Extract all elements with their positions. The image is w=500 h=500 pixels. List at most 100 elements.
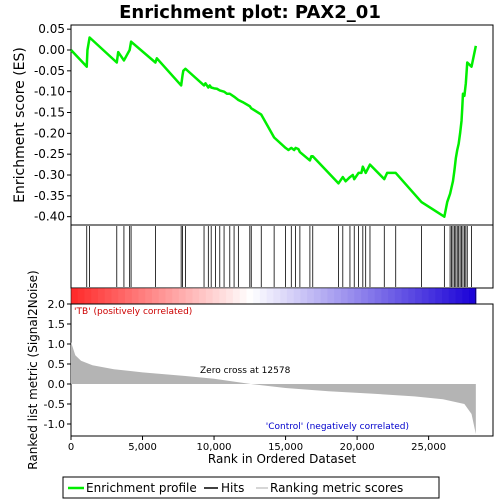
color-bar-segment [313, 288, 322, 304]
x-tick-label: 25,000 [411, 442, 446, 453]
chart-title: Enrichment plot: PAX2_01 [119, 2, 381, 23]
metric-y-tick-label: -1.0 [44, 418, 65, 431]
color-bar-segment [327, 288, 335, 304]
color-bar-segment [239, 288, 247, 304]
color-bar-segment [448, 288, 457, 304]
color-bar-segment [259, 288, 268, 304]
color-bar-segment [192, 288, 200, 304]
color-bar-segment [388, 288, 396, 304]
color-bar-segment [172, 288, 180, 304]
metric-y-tick-label: 2.0 [48, 298, 66, 311]
negative-correlation-label: 'Control' (negatively correlated) [266, 422, 409, 432]
color-bar-segment [462, 288, 470, 304]
es-y-tick-label: -0.25 [34, 147, 65, 161]
color-bar-segment [131, 288, 139, 304]
hits-panel [70, 224, 494, 289]
color-bar-segment [421, 288, 430, 304]
es-panel: 0.05 0.00 -0.05 -0.10 -0.15 -0.20 -0.25 -0.30 -0… [12, 22, 494, 226]
color-bar-segment [300, 288, 308, 304]
es-y-tick-label: -0.35 [34, 189, 65, 203]
color-bar-segment [199, 288, 207, 304]
color-bar-segment [280, 288, 288, 304]
color-bar-segment [340, 288, 349, 304]
es-y-axis-label: Enrichment score (ES) [12, 47, 28, 203]
color-bar-segment [415, 288, 423, 304]
es-y-tick-label: 0.05 [38, 22, 65, 36]
metric-y-tick-label: 1.5 [48, 318, 66, 331]
color-bar-segment [97, 288, 106, 304]
es-y-tick-label: -0.15 [34, 106, 65, 120]
x-tick-label: 20,000 [340, 442, 375, 453]
legend-label-enrichment: Enrichment profile [86, 481, 197, 495]
color-bar-segment [118, 288, 126, 304]
color-bar-segment [334, 288, 342, 304]
color-bar-segment [253, 288, 261, 304]
x-ticks: 0 5,000 10,000 15,000 20,000 25,000 [68, 436, 446, 453]
enrichment-profile-line [70, 36, 478, 218]
color-bar-segment [212, 288, 220, 304]
legend-label-hits: Hits [221, 481, 244, 495]
color-bar-segment [273, 288, 281, 304]
es-y-tick-label: -0.30 [34, 168, 65, 182]
ranking-metric-area [71, 342, 476, 434]
color-bar-segment [354, 288, 362, 304]
color-bar-segment [185, 288, 193, 304]
x-tick-label: 0 [68, 442, 74, 453]
metric-y-tick-label: 0.0 [48, 378, 66, 391]
metric-y-axis-label: Ranked list metric (Signal2Noise) [26, 270, 40, 469]
zero-cross-label: Zero cross at 12578 [200, 366, 291, 376]
color-bar-segment [219, 288, 227, 304]
color-bar-segment [361, 288, 369, 304]
color-bar-segment [124, 288, 133, 304]
color-bar-segment [165, 288, 173, 304]
color-bar-segment [178, 288, 187, 304]
metric-y-ticks: 2.0 1.5 1.0 0.5 0.0 -0.5 -1.0 [44, 298, 71, 431]
es-y-tick-label: -0.05 [34, 64, 65, 78]
color-bar-segment [455, 288, 463, 304]
color-bar-segment [226, 288, 234, 304]
legend: Enrichment profile Hits Ranking metric s… [62, 476, 440, 499]
x-tick-label: 10,000 [197, 442, 232, 453]
legend-box [62, 476, 440, 499]
color-bar-segment [145, 288, 153, 304]
color-bar-segment [320, 288, 328, 304]
color-bar-segment [428, 288, 436, 304]
metric-y-tick-label: -0.5 [44, 398, 65, 411]
color-bar-segment [347, 288, 355, 304]
es-y-tick-label: -0.20 [34, 126, 65, 140]
color-bar-segment [307, 288, 315, 304]
x-axis-label: Rank in Ordered Dataset [208, 452, 356, 466]
x-tick-label: 5,000 [128, 442, 157, 453]
positive-correlation-label: 'TB' (positively correlated) [74, 307, 192, 317]
color-bar-segment [71, 288, 79, 304]
legend-label-metric: Ranking metric scores [270, 481, 403, 495]
color-bar-segment [104, 288, 112, 304]
color-bar-segment [435, 288, 443, 304]
color-bar-segment [111, 288, 119, 304]
color-bar-segment [91, 288, 99, 304]
color-bar-segment [408, 288, 416, 304]
hits-plot-area [70, 224, 494, 289]
color-bar-segment [442, 288, 450, 304]
es-y-tick-label: 0.00 [38, 43, 65, 57]
color-bar-segment [381, 288, 389, 304]
color-bar-segment [367, 288, 376, 304]
color-bar-segment [84, 288, 92, 304]
color-bar-segment [205, 288, 214, 304]
color-bar-segment [401, 288, 409, 304]
metric-y-tick-label: 0.5 [48, 358, 66, 371]
color-bar-segment [286, 288, 295, 304]
color-bar-segment [158, 288, 166, 304]
ranking-color-bar [70, 287, 477, 305]
color-bar-segment [151, 288, 160, 304]
es-y-tick-label: -0.40 [34, 210, 65, 224]
color-bar-segment [293, 288, 301, 304]
color-bar-segment [266, 288, 274, 304]
es-y-ticks: 0.05 0.00 -0.05 -0.10 -0.15 -0.20 -0.25 -0.30 -0… [34, 22, 71, 224]
metric-panel: 2.0 1.5 1.0 0.5 0.0 -0.5 -1.0 0 5,000 10,000 15,0… [26, 270, 494, 470]
metric-y-tick-label: 1.0 [48, 338, 66, 351]
color-bar-segment [394, 288, 403, 304]
color-bar-segment [77, 288, 85, 304]
color-bar-segment [374, 288, 382, 304]
